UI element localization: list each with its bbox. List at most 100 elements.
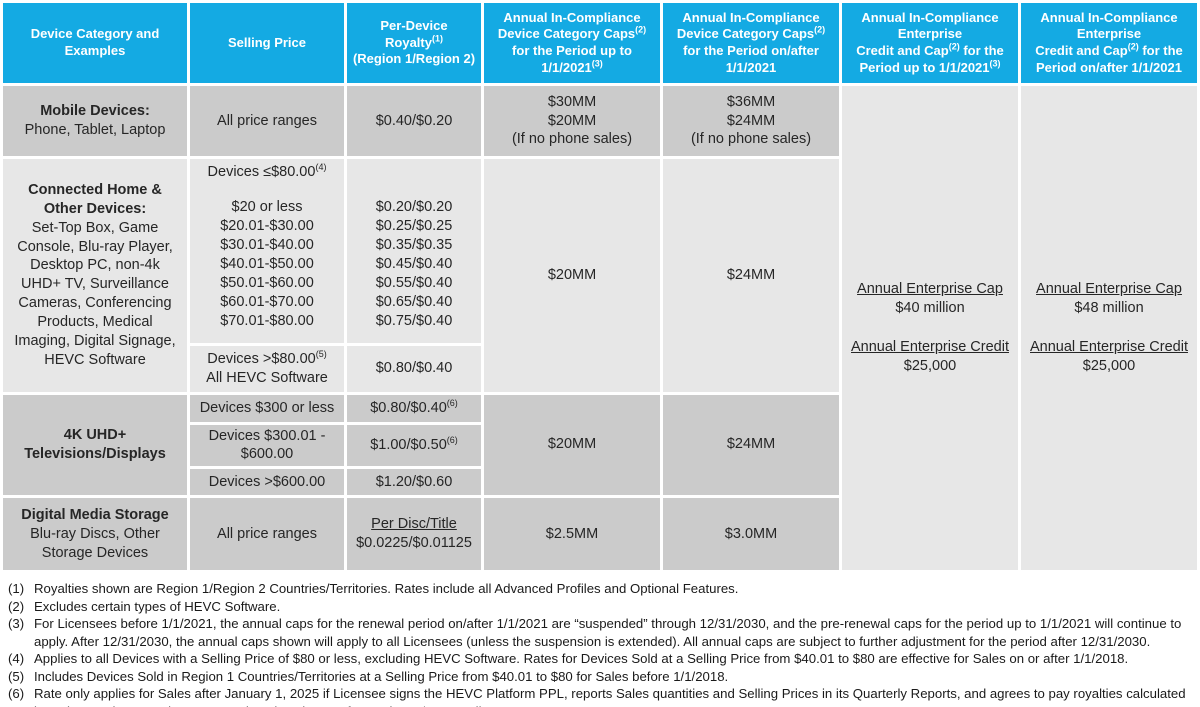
footnote: (5) Includes Devices Sold in Region 1 Co… [8,668,1190,686]
footnote: (4) Applies to all Devices with a Sellin… [8,650,1190,668]
footnote-text: Applies to all Devices with a Selling Pr… [34,651,1129,667]
footnote-ref: (2) [1127,41,1139,52]
storage-royalty-cell: Per Disc/Title $0.0225/$0.01125 [347,498,481,571]
category-title: Mobile Devices: [40,103,150,120]
footnote: (3) For Licensees before 1/1/2021, the a… [8,615,1190,650]
enterprise-cap-label: Annual Enterprise Cap [857,281,1003,298]
uhd-selling-price-cell: Devices $300 or less [190,394,344,422]
footnote-ref: (3) [591,58,603,69]
footnote-text: Excludes certain types of HEVC Software. [34,598,281,614]
royalty-rate: $0.65/$0.40 [375,293,453,310]
connected-category-cell: Connected Home & Other Devices: Set-Top … [3,159,187,392]
price-tier: Devices >$80.00(5) [207,349,327,367]
royalty-tier-list: $0.20/$0.20 $0.25/$0.25 $0.35/$0.35 $0.4… [353,198,475,331]
footnote-ref: (4) [315,162,327,173]
spacer [848,318,1012,338]
royalty-rate: $0.55/$0.40 [375,274,453,291]
price-tier: $20 or less [231,198,303,215]
royalty-rate: $0.35/$0.35 [375,236,453,253]
footnote-number: (1) [8,581,25,597]
per-disc-title-label: Per Disc/Title [371,516,457,533]
enterprise-credit-value: $25,000 [903,357,957,374]
mobile-cap-pre-2021-cell: $30MM $20MM (If no phone sales) [484,86,660,156]
col-header-line: Annual In-Compliance [861,9,999,25]
enterprise-credit-post-2021-cell: Annual Enterprise Cap $48 million Annual… [1021,86,1197,571]
enterprise-credit-pre-2021-cell: Annual Enterprise Cap $40 million Annual… [842,86,1018,571]
col-header-per-device-royalty: Per-Device Royalty(1) (Region 1/Region 2… [347,3,481,83]
connected-over80-royalty-cell: $0.80/$0.40 [347,345,481,392]
col-header-selling-price: Selling Price [190,3,344,83]
col-header-label: Device Category and Examples [30,26,160,58]
price-tier: $30.01-$40.00 [220,236,314,253]
uhd-category-cell: 4K UHD+ Televisions/Displays [3,394,187,496]
mobile-category-cell: Mobile Devices: Phone, Tablet, Laptop [3,86,187,156]
storage-category-cell: Digital Media Storage Blu-ray Discs, Oth… [3,498,187,571]
uhd-cap-pre-2021-cell: $20MM [484,394,660,496]
col-header-line: Royalty(1) [385,33,443,50]
row-digital-media-storage: Digital Media Storage Blu-ray Discs, Oth… [3,498,1197,571]
category-examples: Blu-ray Discs, Other Storage Devices [30,525,160,561]
spacer [1027,318,1191,338]
uhd-royalty-cell: $1.20/$0.60 [347,469,481,496]
storage-cap-post-2021-cell: $3.0MM [663,498,839,571]
col-header-line: Enterprise [1076,26,1142,42]
enterprise-credit-value: $25,000 [1082,357,1136,374]
price-tier-list: $20 or less $20.01-$30.00 $30.01-$40.00 … [196,198,338,331]
footnote-ref: (2) [814,25,826,36]
price-tier: $70.01-$80.00 [220,312,314,329]
row-uhd-sub1: 4K UHD+ Televisions/Displays Devices $30… [3,394,1197,496]
connected-royalty-cell: $0.20/$0.20 $0.25/$0.25 $0.35/$0.35 $0.4… [347,159,481,343]
col-header-enterprise-pre-2021: Annual In-Compliance Enterprise Credit a… [842,3,1018,83]
mobile-selling-price-cell: All price ranges [190,86,344,156]
category-title: Connected Home & Other Devices: [28,182,162,217]
footnote: (2) Excludes certain types of HEVC Softw… [8,598,1190,616]
table-header-row: Device Category and Examples Selling Pri… [3,3,1197,83]
footnote-ref: (3) [989,58,1001,69]
col-header-line: Enterprise [897,26,963,42]
connected-cap-post-2021-cell: $24MM [663,159,839,392]
uhd-selling-price-cell: Devices $300.01 - $600.00 [190,424,344,467]
enterprise-credit-label: Annual Enterprise Credit [851,339,1009,356]
col-header-category-caps-post-2021: Annual In-Compliance Device Category Cap… [663,3,839,83]
uhd-royalty-cell: $1.00/$0.50(6) [347,424,481,467]
footnote-text: For Licensees before 1/1/2021, the annua… [34,616,1182,649]
footnote-number: (3) [8,616,25,632]
tier-header: Devices ≤$80.00(4) [207,162,327,180]
col-header-device-category: Device Category and Examples [3,3,187,83]
storage-selling-price-cell: All price ranges [190,498,344,571]
footnote: (1) Royalties shown are Region 1/Region … [8,580,1190,598]
col-header-category-caps-pre-2021: Annual In-Compliance Device Category Cap… [484,3,660,83]
connected-selling-price-cell: Devices ≤$80.00(4) $20 or less $20.01-$3… [190,159,344,343]
enterprise-cap-value: $40 million [895,300,965,317]
per-disc-royalty-value: $0.0225/$0.01125 [356,535,472,552]
mobile-cap-post-2021-cell: $36MM $24MM (If no phone sales) [663,86,839,156]
footnote-ref: (2) [635,25,647,36]
footnote-number: (6) [8,686,25,702]
enterprise-cap-label: Annual Enterprise Cap [1036,281,1182,298]
footnote-number: (4) [8,651,25,667]
row-uhd-sub2: Devices $300.01 - $600.00 $1.00/$0.50(6) [3,424,1197,467]
footnote-ref: (6) [446,397,458,408]
footnote-ref: (1) [431,33,443,44]
footnote-ref: (6) [446,435,458,446]
royalty-rate-table: Device Category and Examples Selling Pri… [3,3,1197,571]
uhd-cap-post-2021-cell: $24MM [663,394,839,496]
connected-cap-pre-2021-cell: $20MM [484,159,660,392]
category-examples: Set-Top Box, Game Console, Blu-ray Playe… [14,219,176,368]
price-tier: $40.01-$50.00 [220,255,314,272]
footnote-text: Includes Devices Sold in Region 1 Countr… [34,668,729,684]
royalty-rate: $0.45/$0.40 [375,255,453,272]
royalty-rate: $0.25/$0.25 [375,217,453,234]
footnote-text: Royalties shown are Region 1/Region 2 Co… [34,581,739,597]
col-header-line: (Region 1/Region 2) [352,51,476,67]
footnote-number: (5) [8,668,25,684]
row-connected-home-tiers: Connected Home & Other Devices: Set-Top … [3,159,1197,392]
connected-over80-selling-cell: Devices >$80.00(5) All HEVC Software [190,345,344,392]
footnote: (6) Rate only applies for Sales after Ja… [8,685,1190,707]
storage-cap-pre-2021-cell: $2.5MM [484,498,660,571]
uhd-selling-price-cell: Devices >$600.00 [190,469,344,496]
royalty-rate: $0.75/$0.40 [375,312,453,329]
col-header-line: Per-Device [380,18,448,34]
row-connected-home-over-80: Devices >$80.00(5) All HEVC Software $0.… [3,345,1197,392]
footnote-text: Rate only applies for Sales after Januar… [34,686,1186,707]
